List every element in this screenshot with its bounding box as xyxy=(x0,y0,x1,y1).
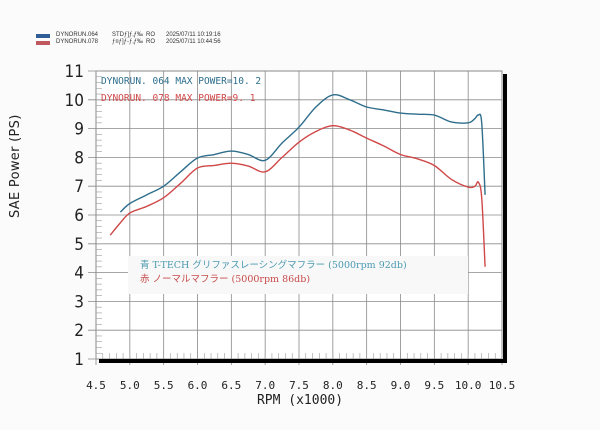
power-curve-blue xyxy=(119,93,486,213)
caption-red: 赤 ノーマルマフラー (5000rpm 86db) xyxy=(140,274,311,285)
muffler-caption: 青 T-TECH グリファスレーシングマフラー (5000rpm 92db) 赤… xyxy=(128,256,468,294)
legend-datetime: 2025/07/11 10:44:56 xyxy=(166,39,221,45)
header-legend-row-064: DYNORUN.064 STDƒ]ƒ‚ƒ‰ RO 2025/07/11 10:1… xyxy=(36,32,221,39)
legend-swatch-red xyxy=(36,40,50,45)
frame-shadow-right xyxy=(503,74,507,363)
x-tick-label: 9.5 xyxy=(424,379,444,392)
legend-mode: STDƒ]ƒ‚ƒ‰ xyxy=(112,32,144,38)
y-axis-label: SAE Power (PS) xyxy=(8,114,23,218)
header-legend-row-078: DYNORUN.078 ƒ¤ƒ]ƒ-ƒ‚ƒ‰ RO 2025/07/11 10:… xyxy=(36,39,221,46)
x-tick-label: 7.5 xyxy=(289,379,309,392)
x-tick-label: 5.0 xyxy=(120,379,140,392)
run-label-064: DYNORUN. 064 MAX POWER=10. 2 xyxy=(101,76,262,87)
x-tick-label: 6.0 xyxy=(188,379,208,392)
legend-code: RO xyxy=(146,39,155,45)
run-labels: DYNORUN. 064 MAX POWER=10. 2 DYNORUN. 07… xyxy=(101,73,261,107)
y-tick-label: 11 xyxy=(65,62,84,82)
x-tick-label: 4.5 xyxy=(86,379,106,392)
legend-swatch-blue xyxy=(36,33,50,38)
y-tick-label: 3 xyxy=(74,292,84,312)
legend-run: DYNORUN.078 xyxy=(56,39,99,45)
x-tick-label: 7.0 xyxy=(255,379,275,392)
header-legend: DYNORUN.064 STDƒ]ƒ‚ƒ‰ RO 2025/07/11 10:1… xyxy=(36,32,221,46)
legend-datetime: 2025/07/11 10:19:16 xyxy=(166,32,221,38)
x-tick-label: 5.5 xyxy=(154,379,174,392)
legend-code: RO xyxy=(146,32,155,38)
x-tick-label: 10.5 xyxy=(489,379,516,392)
x-tick-label: 10.0 xyxy=(455,379,482,392)
x-axis-label: RPM (x1000) xyxy=(0,393,600,408)
x-tick-label: 9.0 xyxy=(391,379,411,392)
y-tick-label: 10 xyxy=(65,91,84,111)
run-label-078: DYNORUN. 078 MAX POWER=9. 1 xyxy=(101,93,256,104)
y-tick-label: 8 xyxy=(74,148,84,168)
y-tick-label: 4 xyxy=(74,264,84,284)
x-tick-label: 8.5 xyxy=(357,379,377,392)
y-tick-label: 6 xyxy=(74,206,84,226)
legend-mode: ƒ¤ƒ]ƒ-ƒ‚ƒ‰ xyxy=(112,39,144,45)
y-tick-label: 9 xyxy=(74,120,84,140)
frame-shadow-bottom xyxy=(99,359,507,363)
x-tick-label: 6.5 xyxy=(221,379,241,392)
legend-run: DYNORUN.064 xyxy=(56,32,99,38)
power-curve-red xyxy=(109,125,486,267)
y-tick-label: 5 xyxy=(74,235,84,255)
x-tick-label: 8.0 xyxy=(323,379,343,392)
caption-blue: 青 T-TECH グリファスレーシングマフラー (5000rpm 92db) xyxy=(140,260,407,271)
x-axis-label-text: RPM (x1000) xyxy=(256,393,344,408)
y-tick-label: 7 xyxy=(74,177,84,197)
y-tick-label: 2 xyxy=(74,321,84,341)
y-tick-label: 1 xyxy=(74,350,84,370)
